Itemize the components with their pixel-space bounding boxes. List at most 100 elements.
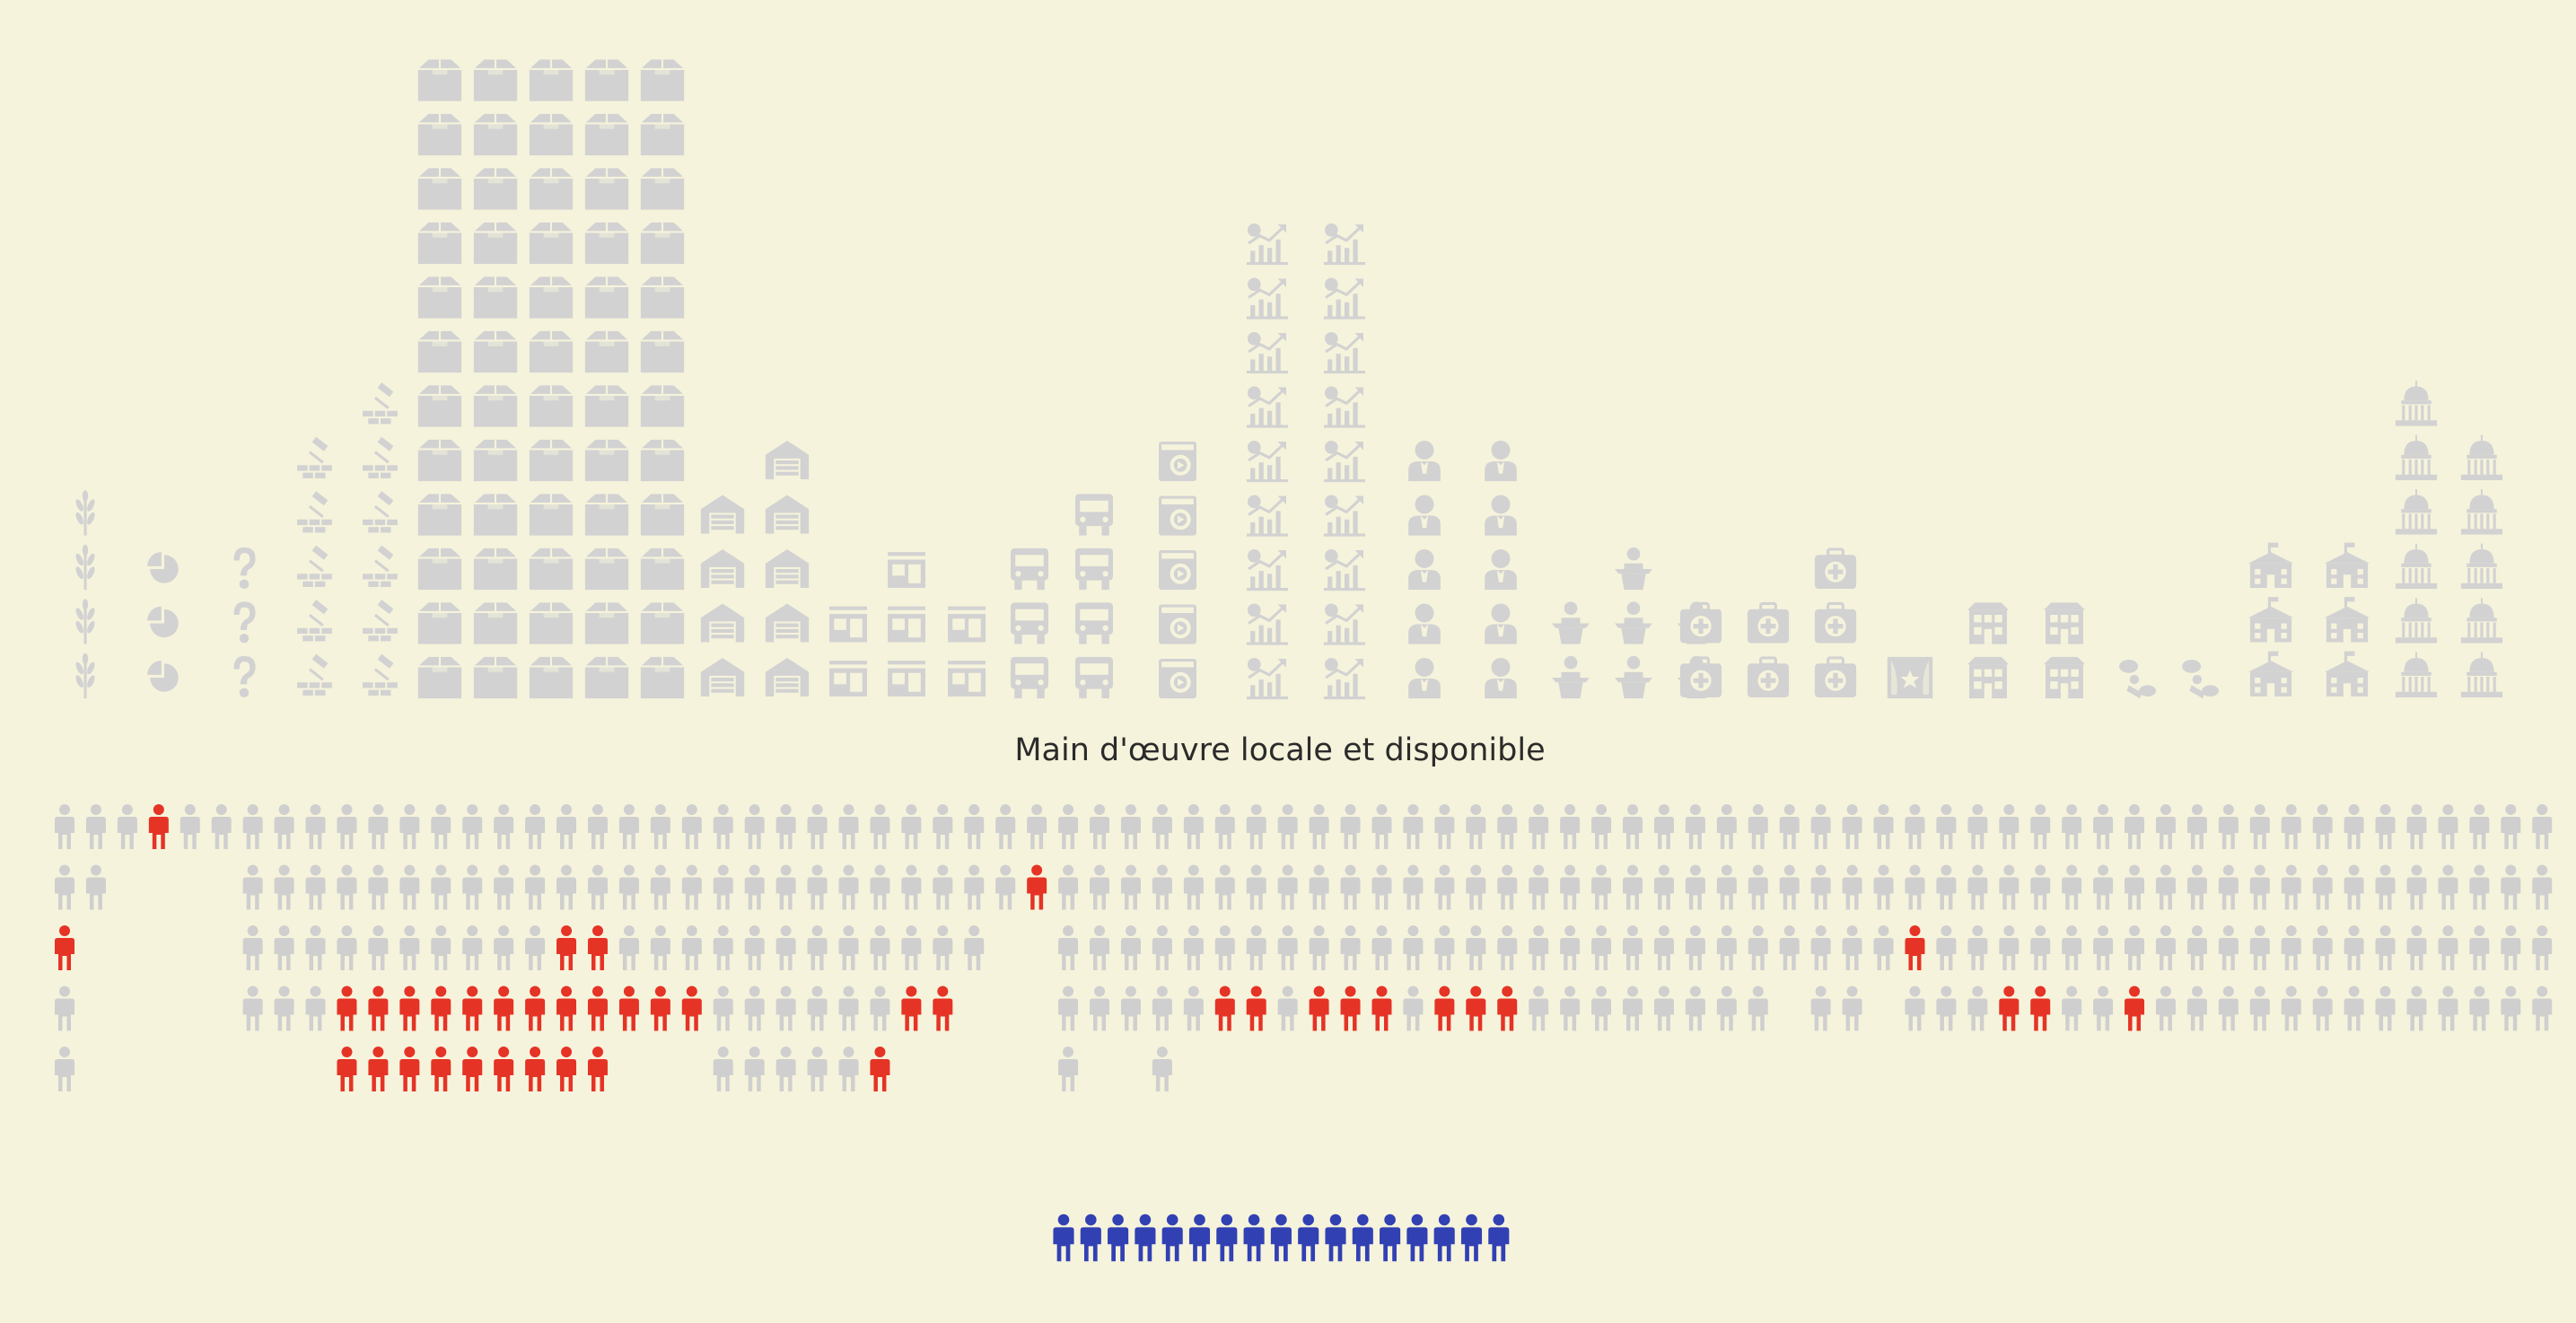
box-icon: [528, 167, 574, 211]
worker-icon: [2312, 864, 2333, 910]
box-icon: [472, 601, 519, 645]
worker-icon: [2312, 986, 2333, 1031]
worker-icon: [1623, 925, 1643, 970]
available-worker-icon: [1108, 1213, 1129, 1262]
highlighted-worker-icon: [337, 1047, 357, 1091]
highlighted-worker-icon: [525, 986, 546, 1031]
box-icon: [528, 438, 574, 483]
worker-icon: [1779, 925, 1800, 970]
worker-icon: [1340, 804, 1361, 849]
chart-title: Main d'œuvre locale et disponible: [1014, 732, 1546, 768]
box-icon: [639, 547, 686, 591]
available-worker-icon: [1406, 1213, 1428, 1262]
truck-icon: [1011, 602, 1048, 644]
available-worker-icon: [1080, 1213, 1101, 1262]
box-icon: [416, 167, 463, 211]
truck-icon: [1011, 656, 1048, 699]
shop-icon: [888, 606, 925, 643]
available-worker-icon: [1325, 1213, 1346, 1262]
finance-chart-icon: [1322, 656, 1367, 701]
worker-icon: [1340, 864, 1361, 910]
worker-icon: [368, 864, 389, 910]
school-icon: [2324, 542, 2370, 588]
available-worker-icon: [1433, 1213, 1455, 1262]
worker-icon: [1873, 864, 1894, 910]
worker-icon: [838, 864, 859, 910]
washing-machine-icon: [1159, 604, 1196, 644]
capitol-icon: [2460, 598, 2503, 644]
box-icon: [639, 655, 686, 700]
highlighted-worker-icon: [462, 986, 483, 1031]
washing-machine-icon: [1159, 659, 1196, 699]
highlighted-worker-icon: [556, 925, 577, 970]
worker-icon: [2249, 925, 2270, 970]
worker-icon: [1810, 804, 1831, 849]
worker-icon: [2062, 804, 2082, 849]
highlighted-worker-icon: [1371, 986, 1392, 1031]
school-icon: [2247, 542, 2294, 588]
worker-icon: [933, 804, 953, 849]
worker-icon: [1716, 804, 1737, 849]
worker-icon: [2186, 925, 2207, 970]
box-icon: [639, 438, 686, 483]
worker-icon: [2218, 804, 2239, 849]
worker-icon: [2281, 864, 2301, 910]
sector-finance-chart: [1245, 222, 1367, 701]
worker-icon: [556, 864, 577, 910]
worker-icon: [211, 804, 232, 849]
wheat-icon: [74, 490, 97, 536]
worker-icon: [2406, 986, 2427, 1031]
worker-icon: [744, 804, 765, 849]
worker-icon: [2218, 986, 2239, 1031]
highlighted-worker-icon: [2125, 986, 2145, 1031]
worker-icon: [587, 804, 608, 849]
worker-icon: [2249, 986, 2270, 1031]
worker-icon: [933, 864, 953, 910]
worker-icon: [1999, 804, 2020, 849]
box-icon: [583, 438, 630, 483]
worker-icon: [1090, 804, 1110, 849]
box-icon: [528, 221, 574, 266]
worker-icon: [901, 864, 922, 910]
box-icon: [472, 58, 519, 102]
highlighted-worker-icon: [1999, 986, 2020, 1031]
box-icon: [528, 493, 574, 537]
worker-icon: [1120, 925, 1141, 970]
capitol-icon: [2460, 543, 2503, 590]
highlighted-worker-icon: [587, 986, 608, 1031]
worker-icon: [1591, 864, 1612, 910]
available-worker-icon: [1243, 1213, 1265, 1262]
box-icon: [639, 329, 686, 374]
available-worker-icon: [1161, 1213, 1183, 1262]
worker-icon: [650, 864, 670, 910]
worker-icon: [2532, 864, 2553, 910]
worker-icon: [525, 925, 546, 970]
box-icon: [583, 329, 630, 374]
worker-icon: [2155, 925, 2176, 970]
highlighted-worker-icon: [650, 986, 670, 1031]
worker-icon: [368, 925, 389, 970]
box-icon: [583, 112, 630, 157]
worker-icon: [431, 925, 451, 970]
hammer-bricks-icon: [297, 545, 332, 587]
highlighted-worker-icon: [1905, 925, 1925, 970]
worker-icon: [2469, 986, 2490, 1031]
worker-icon: [1936, 925, 1957, 970]
medical-kit-icon: [1678, 656, 1723, 699]
worker-icon: [964, 864, 985, 910]
sector-hotel: [1967, 602, 2086, 699]
worker-icon: [744, 1047, 765, 1091]
worker-icon: [1090, 986, 1110, 1031]
box-icon: [416, 384, 463, 428]
worker-icon: [1967, 925, 1988, 970]
hammer-bricks-icon: [363, 491, 398, 533]
hotel-icon: [1967, 602, 2010, 644]
box-icon: [416, 438, 463, 483]
worker-icon: [1058, 986, 1079, 1031]
worker-icon: [744, 864, 765, 910]
box-icon: [472, 384, 519, 428]
worker-icon: [964, 804, 985, 849]
hammer-bricks-icon: [297, 600, 332, 642]
worker-icon: [1183, 986, 1204, 1031]
worker-icon: [2469, 925, 2490, 970]
